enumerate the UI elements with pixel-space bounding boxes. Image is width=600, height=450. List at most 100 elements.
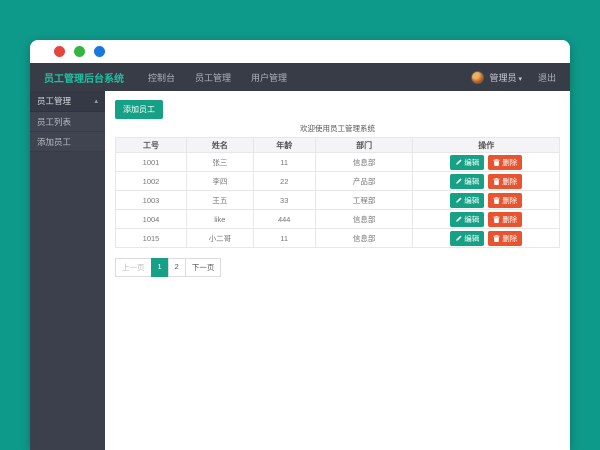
edit-button[interactable]: 编辑 [450, 192, 485, 208]
edit-button[interactable]: 编辑 [450, 211, 485, 227]
user-name-label: 管理员 [489, 72, 517, 83]
sidebar-group-label: 员工管理 [37, 96, 72, 106]
cell-age: 444 [252, 209, 316, 229]
pencil-icon [456, 177, 462, 184]
table-row: 1003 王五 33 工程部 编辑 删除 [114, 190, 560, 210]
edit-button[interactable]: 编辑 [450, 154, 485, 170]
chevron-down-icon: ▾ [518, 75, 522, 83]
user-avatar[interactable] [471, 70, 485, 84]
cell-dept: 工程部 [314, 190, 414, 210]
cell-name: like [186, 209, 254, 229]
nav-item-console[interactable]: 控制台 [148, 72, 176, 83]
edit-button[interactable]: 编辑 [450, 230, 485, 246]
trash-icon [493, 234, 500, 242]
delete-button-label: 删除 [502, 176, 518, 186]
table-row: 1001 张三 11 信息部 编辑 删除 [114, 152, 560, 172]
cell-operations: 编辑 删除 [412, 190, 560, 210]
trash-icon [493, 215, 500, 223]
pencil-icon [456, 234, 462, 241]
sidebar-item-label: 添加员工 [37, 136, 72, 147]
cell-id: 1001 [114, 152, 188, 172]
cell-id: 1004 [114, 209, 188, 229]
col-header-age: 年龄 [252, 137, 316, 153]
cell-dept: 信息部 [314, 152, 414, 172]
nav-item-user[interactable]: 用户管理 [251, 72, 288, 83]
cell-age: 11 [252, 152, 316, 172]
pagination-next[interactable]: 下一页 [184, 258, 222, 277]
nav-item-employee[interactable]: 员工管理 [195, 72, 232, 83]
cell-operations: 编辑 删除 [412, 152, 560, 172]
cell-age: 33 [252, 190, 316, 210]
col-header-name: 姓名 [186, 137, 254, 153]
user-dropdown[interactable]: 管理员 ▾ [489, 71, 522, 84]
window-close-button[interactable] [54, 46, 65, 57]
table-row: 1004 like 444 信息部 编辑 删除 [114, 209, 560, 229]
cell-name: 王五 [186, 190, 254, 210]
page-layout: 员工管理 ▴ 员工列表 添加员工 添加员工 欢迎使用员工管理系统 工号 姓名 年… [30, 91, 570, 450]
top-navbar: 员工管理后台系统 控制台 员工管理 用户管理 管理员 ▾ 退出 [30, 63, 570, 91]
cell-name: 张三 [186, 152, 254, 172]
pagination: 上一页 1 2 下一页 [115, 258, 222, 277]
delete-button[interactable]: 删除 [488, 211, 523, 227]
edit-button[interactable]: 编辑 [450, 173, 485, 189]
sidebar-item-add-employee[interactable]: 添加员工 [30, 132, 105, 152]
delete-button[interactable]: 删除 [488, 192, 523, 208]
cell-id: 1015 [114, 228, 188, 248]
browser-chrome-bar [30, 40, 570, 63]
trash-icon [493, 177, 500, 185]
delete-button[interactable]: 删除 [488, 230, 523, 246]
edit-button-label: 编辑 [464, 195, 480, 205]
cell-operations: 编辑 删除 [412, 209, 560, 229]
pagination-page-1[interactable]: 1 [150, 258, 169, 277]
table-header-row: 工号 姓名 年龄 部门 操作 [114, 137, 560, 153]
delete-button-label: 删除 [502, 214, 518, 224]
sidebar-item-label: 员工列表 [37, 116, 72, 127]
browser-window: 员工管理后台系统 控制台 员工管理 用户管理 管理员 ▾ 退出 员工管理 ▴ 员工… [30, 40, 570, 450]
cell-name: 李四 [186, 171, 254, 191]
logout-link[interactable]: 退出 [537, 72, 556, 83]
col-header-dept: 部门 [314, 137, 414, 153]
edit-button-label: 编辑 [464, 176, 480, 186]
employee-table: 工号 姓名 年龄 部门 操作 1001 张三 11 信息部 编辑 删除 1002 李四 22 产品… [114, 137, 560, 248]
add-employee-button[interactable]: 添加员工 [115, 100, 163, 119]
navbar-right-group: 管理员 ▾ 退出 [471, 70, 556, 84]
window-maximize-button[interactable] [94, 46, 105, 57]
cell-id: 1003 [114, 190, 188, 210]
app-brand[interactable]: 员工管理后台系统 [44, 73, 124, 85]
pencil-icon [456, 158, 462, 165]
chevron-up-icon: ▴ [94, 98, 98, 105]
cell-dept: 产品部 [314, 171, 414, 191]
main-content: 添加员工 欢迎使用员工管理系统 工号 姓名 年龄 部门 操作 1001 张三 11 信… [105, 91, 570, 450]
cell-dept: 信息部 [314, 209, 414, 229]
trash-icon [493, 158, 500, 166]
sidebar: 员工管理 ▴ 员工列表 添加员工 [30, 91, 105, 450]
delete-button[interactable]: 删除 [488, 173, 523, 189]
delete-button-label: 删除 [502, 157, 518, 167]
cell-age: 11 [252, 228, 316, 248]
table-caption: 欢迎使用员工管理系统 [300, 124, 375, 133]
cell-dept: 信息部 [314, 228, 414, 248]
edit-button-label: 编辑 [464, 157, 480, 167]
table-row: 1002 李四 22 产品部 编辑 删除 [114, 171, 560, 191]
cell-operations: 编辑 删除 [412, 228, 560, 248]
delete-button[interactable]: 删除 [488, 154, 523, 170]
sidebar-item-employee-list[interactable]: 员工列表 [30, 112, 105, 132]
cell-name: 小二哥 [186, 228, 254, 248]
col-header-ops: 操作 [412, 137, 560, 153]
cell-id: 1002 [114, 171, 188, 191]
window-minimize-button[interactable] [74, 46, 85, 57]
pagination-page-2[interactable]: 2 [167, 258, 186, 277]
col-header-id: 工号 [114, 137, 188, 153]
trash-icon [493, 196, 500, 204]
edit-button-label: 编辑 [464, 233, 480, 243]
delete-button-label: 删除 [502, 195, 518, 205]
edit-button-label: 编辑 [464, 214, 480, 224]
delete-button-label: 删除 [502, 233, 518, 243]
table-row: 1015 小二哥 11 信息部 编辑 删除 [114, 228, 560, 248]
pencil-icon [456, 196, 462, 203]
sidebar-group-employee-management[interactable]: 员工管理 ▴ [30, 91, 105, 112]
cell-age: 22 [252, 171, 316, 191]
cell-operations: 编辑 删除 [412, 171, 560, 191]
pagination-prev[interactable]: 上一页 [115, 258, 152, 277]
pencil-icon [456, 215, 462, 222]
